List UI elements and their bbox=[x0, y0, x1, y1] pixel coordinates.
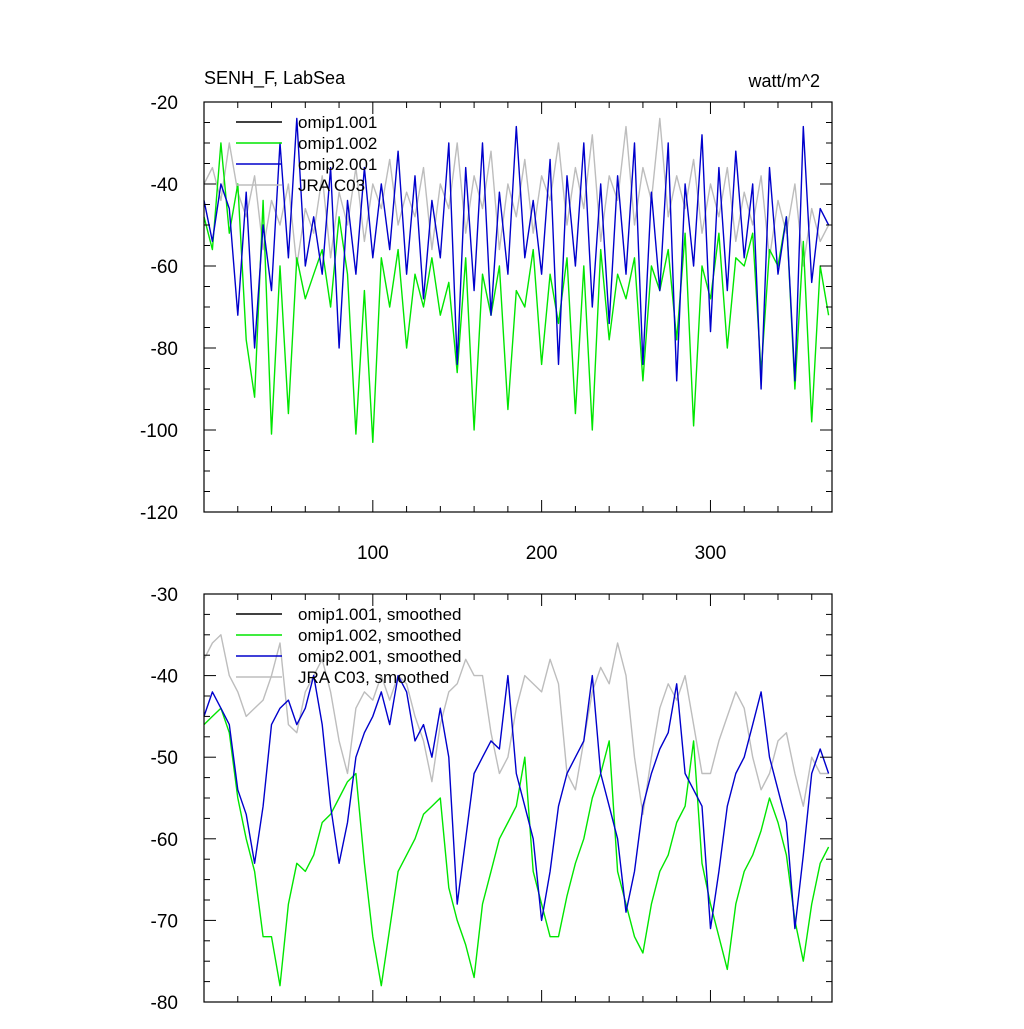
legend-label: omip1.002 bbox=[298, 134, 377, 153]
series-line-jra-c03 bbox=[203, 634, 829, 815]
chart-title: SENH_F, LabSea bbox=[204, 68, 346, 89]
series-line-omip2-001 bbox=[203, 117, 830, 390]
x-tick-label: 300 bbox=[695, 543, 727, 564]
series-line-jra-c03 bbox=[203, 117, 830, 267]
y-tick-label: -30 bbox=[151, 585, 178, 606]
y-tick-label: -120 bbox=[140, 503, 178, 524]
legend-label: omip1.002, smoothed bbox=[298, 626, 462, 645]
x-tick-label: 200 bbox=[526, 543, 558, 564]
legend: omip1.001, smoothed omip1.002, smoothed om… bbox=[236, 605, 462, 687]
series-line-omip1-002 bbox=[203, 142, 830, 443]
y-tick-label: -40 bbox=[151, 667, 178, 688]
y-tick-label: -50 bbox=[151, 748, 178, 769]
series-line-omip2-001 bbox=[203, 674, 830, 930]
y-tick-label: -60 bbox=[151, 257, 178, 278]
y-tick-label: -80 bbox=[151, 993, 178, 1014]
y-tick-label: -20 bbox=[151, 93, 178, 114]
legend: omip1.001 omip1.002 omip2.001 JRA C03 bbox=[236, 113, 377, 195]
y-tick-label: -60 bbox=[151, 830, 178, 851]
legend-label: omip2.001, smoothed bbox=[298, 647, 462, 666]
legend-label: JRA C03, smoothed bbox=[298, 668, 449, 687]
y-tick-label: -100 bbox=[140, 421, 178, 442]
series-line-omip1-002 bbox=[203, 707, 830, 987]
y-tick-label: -70 bbox=[151, 911, 178, 932]
x-tick-label: 100 bbox=[357, 543, 389, 564]
chart-units: watt/m^2 bbox=[748, 71, 820, 91]
legend-label: omip1.001, smoothed bbox=[298, 605, 462, 624]
y-tick-label: -40 bbox=[151, 175, 178, 196]
legend-label: JRA C03 bbox=[298, 176, 365, 195]
legend-label: omip2.001 bbox=[298, 155, 377, 174]
y-tick-label: -80 bbox=[151, 339, 178, 360]
legend-label: omip1.001 bbox=[298, 113, 377, 132]
